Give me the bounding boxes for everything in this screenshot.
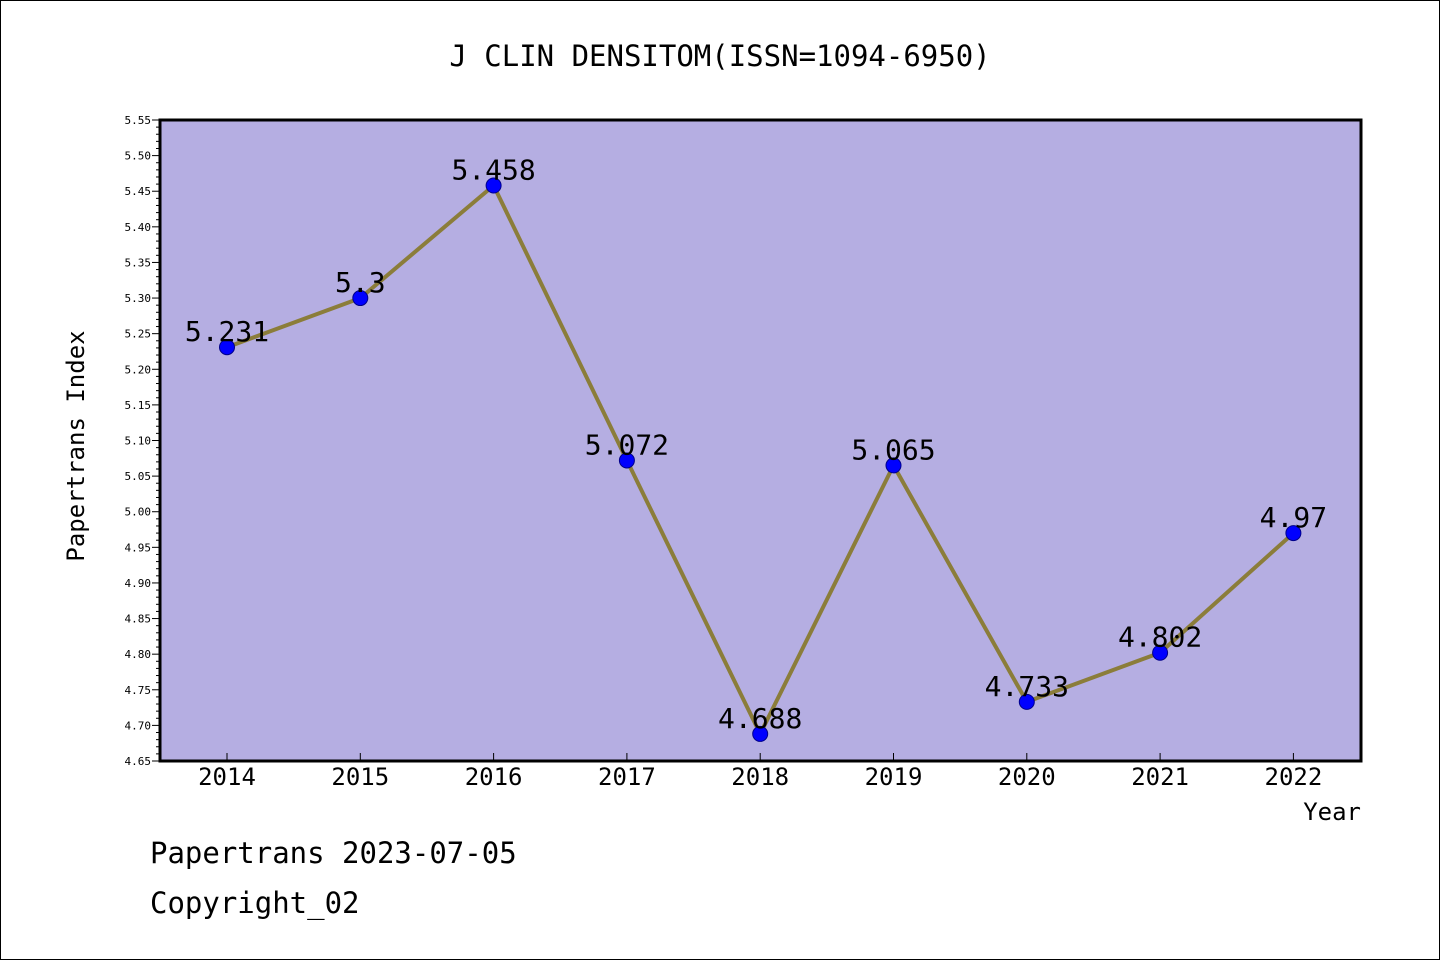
y-tick-label: 5.00 [125, 506, 152, 519]
data-label: 5.065 [851, 433, 935, 466]
y-tick-label: 5.10 [125, 435, 152, 448]
plot-frame [158, 118, 1363, 763]
data-label: 5.458 [451, 154, 535, 187]
y-tick-label: 4.90 [125, 577, 152, 590]
y-tick-label: 5.45 [125, 185, 152, 198]
x-tick-label: 2016 [465, 763, 523, 791]
data-point [1018, 693, 1035, 710]
y-tick-label: 4.75 [125, 684, 152, 697]
x-axis-tick-labels: 2014 2015 2016 2017 2018 2019 2020 2021 2022 [198, 763, 1322, 791]
y-tick-label: 4.95 [125, 541, 152, 554]
y-tick-label: 4.65 [125, 755, 152, 768]
x-tick-label: 2020 [998, 763, 1056, 791]
footer-copyright: Copyright_02 [150, 886, 360, 920]
data-label: 4.802 [1118, 621, 1202, 654]
data-point [885, 457, 902, 474]
y-tick-label: 5.50 [125, 150, 152, 163]
x-tick-label: 2018 [731, 763, 789, 791]
data-point [1285, 525, 1302, 542]
y-axis-label: Papertrans Index [62, 330, 90, 561]
data-point [752, 725, 769, 742]
y-tick-label: 5.20 [125, 363, 152, 376]
x-tick-label: 2014 [198, 763, 256, 791]
data-point [219, 339, 235, 356]
y-tick-label: 5.30 [125, 292, 152, 305]
y-tick-label: 5.15 [125, 399, 152, 412]
y-tick-label: 4.80 [125, 648, 152, 661]
x-tick-label: 2019 [865, 763, 923, 791]
x-axis-label: Year [1303, 798, 1361, 826]
data-label: 5.072 [585, 428, 669, 461]
y-tick-label: 5.35 [125, 256, 152, 269]
data-point [352, 290, 369, 307]
x-tick-label: 2022 [1265, 763, 1323, 791]
footer-date: Papertrans 2023-07-05 [150, 836, 517, 870]
y-tick-label: 4.85 [125, 613, 152, 626]
plot-area [160, 120, 1361, 761]
data-label: 5.3 [335, 266, 386, 299]
data-label: 4.97 [1260, 501, 1327, 534]
y-tick-label: 4.70 [125, 719, 152, 732]
y-tick-label: 5.40 [125, 221, 152, 234]
data-label: 5.231 [185, 315, 269, 348]
chart-title: J CLIN DENSITOM(ISSN=1094-6950) [449, 39, 991, 73]
y-tick-label: 5.55 [125, 114, 152, 127]
data-point [485, 177, 502, 194]
x-tick-label: 2017 [598, 763, 656, 791]
x-tick-label: 2015 [331, 763, 389, 791]
data-point [618, 452, 635, 469]
data-point [1152, 644, 1169, 661]
data-labels: 5.231 5.3 5.458 5.072 4.688 5.065 4.733 4.802 4.… [185, 154, 1327, 735]
x-tick-label: 2021 [1131, 763, 1189, 791]
data-label: 4.688 [718, 702, 802, 735]
y-tick-label: 5.05 [125, 470, 152, 483]
y-tick-label: 5.25 [125, 328, 152, 341]
y-axis-tick-labels: 4.65 4.70 4.75 4.80 4.85 4.90 4.95 5.00 5.05 5.10… [125, 114, 152, 768]
data-markers [219, 177, 1302, 742]
data-label: 4.733 [985, 670, 1069, 703]
